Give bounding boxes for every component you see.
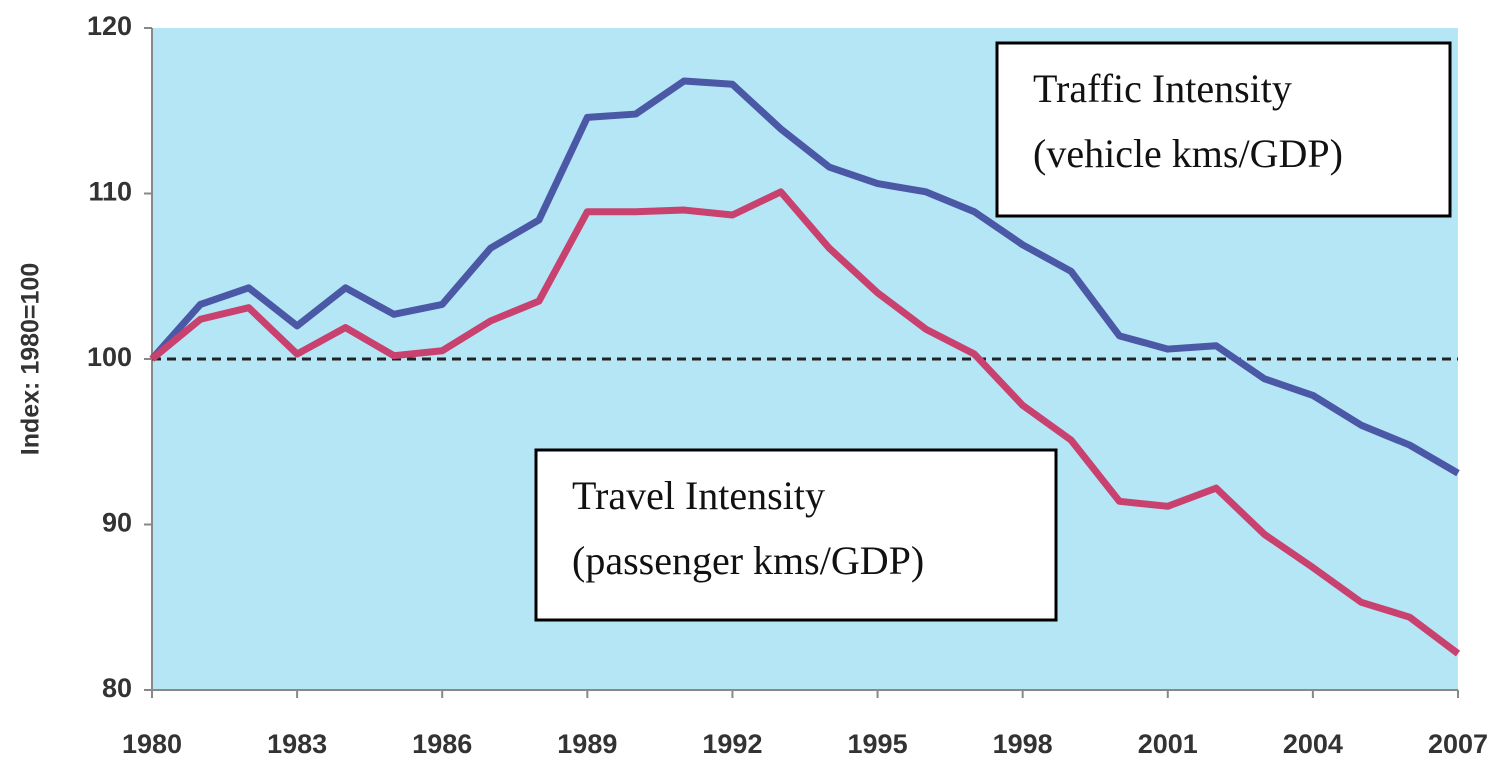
series-line [149, 188, 1461, 657]
legend-box [995, 41, 1452, 218]
y-tick-label: 110 [88, 177, 132, 207]
series-line [149, 77, 1460, 477]
x-tick-label: 1998 [993, 729, 1053, 759]
y-tick-label: 90 [102, 508, 132, 538]
y-tick-label: 120 [87, 11, 132, 41]
x-tick-label: 1992 [702, 729, 762, 759]
y-axis-label: Index: 1980=100 [17, 263, 45, 456]
y-tick-label: 100 [87, 342, 132, 372]
x-tick-label: 1989 [557, 729, 617, 759]
x-tick-label: 2007 [1428, 729, 1488, 759]
legend-label: Traffic Intensity [1033, 66, 1292, 111]
legend-box [534, 448, 1058, 622]
x-tick-label: 1980 [122, 729, 182, 759]
y-tick-label: 80 [102, 673, 132, 703]
x-tick-label: 1995 [848, 729, 908, 759]
legend-sublabel: (vehicle kms/GDP) [1033, 131, 1343, 176]
legend-label: Travel Intensity [572, 473, 825, 518]
x-tick-label: 2004 [1283, 729, 1343, 759]
x-tick-label: 2001 [1138, 729, 1198, 759]
x-tick-label: 1986 [412, 729, 472, 759]
x-tick-label: 1983 [267, 729, 327, 759]
legend-sublabel: (passenger kms/GDP) [572, 538, 924, 583]
